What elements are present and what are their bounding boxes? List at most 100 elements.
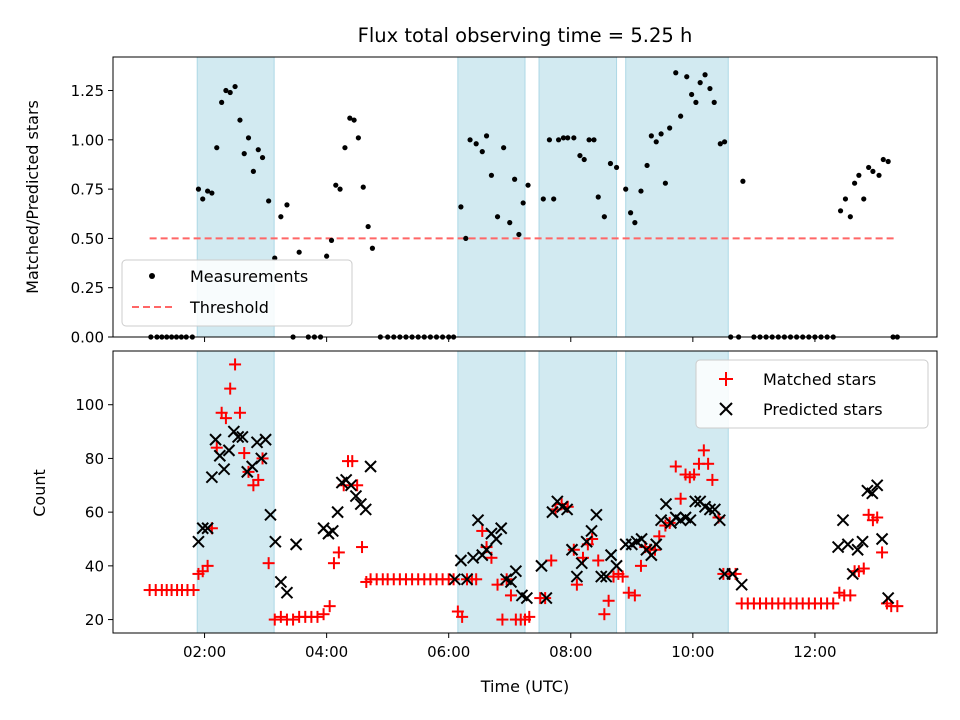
- predicted-stars-point: [570, 570, 584, 583]
- measurements-point: [328, 237, 335, 243]
- predicted-stars-point: [851, 543, 864, 556]
- x-tick-label: 10:00: [671, 643, 714, 661]
- measurements-point: [684, 74, 690, 80]
- matched-stars-point: [669, 460, 682, 473]
- measurements-point: [555, 137, 562, 143]
- predicted-stars-point: [274, 575, 288, 589]
- count-observing-intervals: [196, 350, 729, 634]
- predicted-stars-point: [540, 591, 553, 605]
- matched-stars-point: [346, 455, 359, 468]
- measurements-point: [638, 188, 644, 194]
- ratio-shaded-interval-3: [625, 56, 729, 338]
- ratio-y-tick-label: 1.25: [71, 82, 104, 100]
- matched-stars-point: [616, 570, 629, 583]
- measurements-point: [697, 80, 703, 86]
- matched-stars-point: [674, 492, 687, 505]
- measurements-point: [463, 235, 469, 242]
- matched-stars-point: [332, 546, 345, 559]
- predicted-stars-point: [846, 567, 859, 581]
- predicted-stars-point: [205, 471, 219, 484]
- measurements-point: [607, 160, 614, 167]
- predicted-stars-point: [364, 460, 377, 473]
- measurements-point: [658, 131, 664, 137]
- predicted-stars-point: [217, 462, 231, 476]
- count-y-axis: 20 40 60 80 100: [75, 396, 113, 629]
- measurements-point: [296, 249, 302, 255]
- measurements-point: [259, 154, 266, 161]
- predicted-stars-point: [560, 503, 574, 516]
- matched-stars-point: [504, 589, 517, 602]
- x-axis-label: Time (UTC): [480, 677, 569, 696]
- ratio-y-tick-label: 0.00: [71, 329, 104, 347]
- predicted-stars-point: [222, 444, 236, 457]
- predicted-stars-point: [490, 532, 503, 546]
- ratio-shaded-interval-1: [457, 56, 526, 338]
- measurements-point: [581, 156, 587, 163]
- ratio-legend-box: [121, 259, 353, 327]
- predicted-stars-point: [659, 497, 673, 511]
- predicted-stars-point: [280, 586, 294, 599]
- count-shaded-interval-0: [196, 350, 275, 634]
- measurements-point: [866, 164, 872, 171]
- predicted-stars-point: [466, 551, 480, 565]
- predicted-stars-point: [448, 573, 462, 586]
- predicted-stars-point: [585, 524, 598, 538]
- matched-stars-point: [628, 589, 641, 602]
- count-x-axis: 02:00 04:00 06:00 08:00 10:00 12:00: [183, 633, 837, 661]
- predicted-stars-point: [509, 565, 523, 578]
- predicted-stars-point: [689, 495, 702, 508]
- ratio-y-tick-label: 1.00: [71, 131, 104, 149]
- matched-stars-point: [697, 444, 710, 457]
- matched-stars-point: [598, 608, 611, 621]
- predicted-stars-point: [359, 503, 372, 516]
- predicted-stars-point: [201, 522, 214, 535]
- ratio-x-axis-ticks: [204, 337, 816, 342]
- measurements-point: [861, 196, 867, 202]
- legend-threshold-label: Threshold: [189, 298, 269, 317]
- predicted-stars-point: [236, 430, 249, 444]
- matched-stars-point: [827, 597, 840, 610]
- predicted-stars-point: [599, 570, 613, 583]
- measurements-point: [209, 190, 215, 196]
- measurements-point: [360, 184, 366, 190]
- predicted-stars-point: [726, 567, 739, 581]
- ratio-y-tick-label: 0.50: [71, 230, 104, 248]
- measurements-point: [740, 178, 746, 184]
- matched-stars-point: [187, 584, 200, 597]
- measurements-point: [516, 231, 522, 238]
- matched-stars-point: [570, 578, 583, 591]
- x-tick-label: 06:00: [427, 643, 470, 661]
- predicted-stars-point: [259, 433, 272, 446]
- count-y-tick-label: 100: [75, 396, 104, 414]
- measurements-point: [255, 147, 261, 153]
- predicted-stars-point: [349, 489, 363, 503]
- predicted-stars-point: [684, 513, 697, 527]
- measurements-point: [571, 135, 577, 141]
- matched-stars-point: [219, 412, 232, 425]
- measurements-point: [678, 113, 684, 119]
- matched-stars-point: [476, 524, 489, 537]
- matched-stars-point: [351, 479, 364, 492]
- measurements-point: [876, 172, 882, 178]
- measurements-point: [837, 208, 844, 214]
- measurements-point: [707, 85, 713, 92]
- predicted-stars-point: [708, 503, 722, 516]
- predicted-stars-point: [856, 535, 869, 548]
- predicted-stars-point: [580, 535, 593, 548]
- predicted-stars-point: [645, 548, 658, 562]
- measurements-point: [483, 133, 490, 139]
- predicted-stars-point: [836, 513, 850, 527]
- matched-stars-point: [274, 610, 287, 623]
- predicted-stars-point: [841, 538, 855, 551]
- predicted-stars-point: [604, 548, 618, 562]
- predicted-stars-point: [196, 522, 209, 535]
- measurements-point: [512, 176, 518, 182]
- predicted-stars-point: [713, 513, 726, 527]
- measurements-point: [880, 156, 886, 163]
- count-y-tick-label: 80: [85, 450, 104, 468]
- matched-stars-point: [201, 559, 214, 572]
- legend-matched-marker: [719, 372, 733, 386]
- measurements-point: [351, 117, 357, 123]
- measurements-point: [842, 196, 849, 202]
- matched-stars-point: [702, 457, 715, 470]
